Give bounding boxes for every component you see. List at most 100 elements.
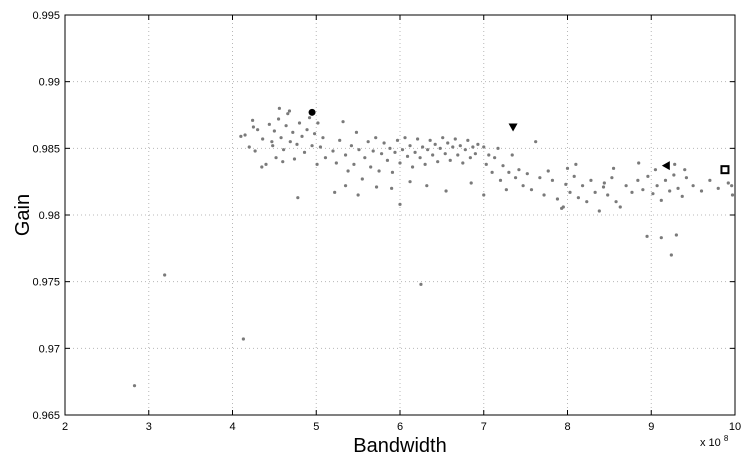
data-point bbox=[305, 128, 309, 132]
data-point bbox=[471, 145, 475, 149]
y-tick-label: 0.975 bbox=[32, 277, 60, 289]
data-point bbox=[295, 142, 299, 146]
data-point bbox=[349, 144, 354, 148]
marker-square bbox=[720, 165, 730, 175]
x-axis-label: Bandwidth bbox=[353, 435, 446, 457]
data-point bbox=[646, 174, 650, 178]
x-tick-label: 8 bbox=[564, 421, 570, 433]
data-point bbox=[585, 200, 589, 204]
data-point bbox=[316, 121, 320, 125]
data-point bbox=[490, 170, 494, 174]
data-point bbox=[659, 236, 663, 240]
data-point bbox=[501, 164, 505, 168]
data-points bbox=[132, 106, 735, 388]
data-point bbox=[408, 144, 412, 148]
data-point bbox=[529, 188, 534, 192]
data-point bbox=[307, 116, 312, 120]
data-point bbox=[513, 176, 518, 180]
data-point bbox=[708, 178, 712, 182]
data-point bbox=[343, 153, 348, 157]
data-point bbox=[251, 118, 255, 122]
data-point bbox=[441, 136, 445, 140]
data-point bbox=[291, 130, 295, 134]
data-point bbox=[672, 173, 676, 177]
data-point bbox=[281, 160, 285, 164]
data-point bbox=[374, 136, 378, 140]
data-point bbox=[542, 193, 546, 197]
data-point bbox=[496, 146, 500, 150]
data-point bbox=[284, 124, 288, 128]
data-point bbox=[574, 162, 578, 166]
data-point bbox=[310, 144, 314, 148]
data-point bbox=[684, 176, 689, 180]
data-point bbox=[287, 109, 292, 113]
data-point bbox=[393, 150, 397, 154]
x-axis-exponent: x 10 8 bbox=[700, 434, 729, 449]
data-point bbox=[385, 158, 390, 162]
data-point bbox=[659, 198, 663, 202]
data-point bbox=[653, 168, 658, 172]
data-point bbox=[691, 184, 695, 188]
data-point bbox=[426, 148, 430, 152]
data-point bbox=[669, 253, 673, 257]
x-tick-label: 2 bbox=[62, 421, 68, 433]
data-point bbox=[279, 136, 283, 140]
data-point bbox=[352, 162, 356, 166]
data-point bbox=[415, 137, 420, 141]
data-point bbox=[354, 130, 359, 134]
data-point bbox=[438, 146, 442, 150]
data-point bbox=[428, 138, 432, 142]
data-point bbox=[468, 156, 472, 160]
data-point bbox=[163, 273, 167, 277]
data-point bbox=[379, 152, 384, 156]
data-point bbox=[655, 184, 659, 188]
data-point bbox=[318, 145, 323, 149]
data-point bbox=[572, 174, 576, 178]
data-point bbox=[456, 153, 460, 157]
data-point bbox=[614, 200, 618, 204]
data-point bbox=[408, 180, 412, 184]
data-point bbox=[431, 153, 435, 157]
data-point bbox=[636, 178, 640, 182]
data-point bbox=[716, 186, 720, 190]
data-point bbox=[241, 337, 245, 341]
marker-triangle-left bbox=[661, 161, 670, 171]
data-point bbox=[425, 184, 429, 188]
data-point bbox=[247, 145, 251, 149]
data-point bbox=[507, 170, 511, 174]
data-point bbox=[602, 181, 606, 185]
data-point bbox=[315, 162, 319, 166]
y-tick-label: 0.99 bbox=[39, 77, 60, 89]
data-point bbox=[487, 153, 491, 157]
data-point bbox=[448, 158, 452, 162]
data-point bbox=[377, 169, 381, 173]
data-point bbox=[418, 156, 422, 160]
data-point bbox=[436, 160, 440, 164]
data-point bbox=[270, 140, 274, 144]
data-point bbox=[366, 140, 370, 144]
data-point bbox=[463, 148, 467, 152]
data-point bbox=[271, 144, 275, 148]
data-point bbox=[593, 190, 597, 194]
data-point bbox=[333, 190, 337, 194]
x-tick-label: 5 bbox=[313, 421, 319, 433]
data-point bbox=[388, 146, 392, 150]
data-point bbox=[453, 137, 457, 141]
data-point bbox=[674, 233, 678, 237]
data-point bbox=[338, 138, 342, 142]
data-point bbox=[576, 196, 580, 200]
y-tick-label: 0.965 bbox=[32, 410, 60, 422]
data-point bbox=[668, 189, 672, 193]
data-point bbox=[561, 205, 565, 209]
data-point bbox=[253, 149, 257, 153]
data-point bbox=[323, 156, 328, 160]
x-tick-label: 7 bbox=[481, 421, 487, 433]
data-point bbox=[504, 188, 508, 192]
data-point bbox=[292, 157, 297, 161]
axis-ticks: 2 3 4 5 6 7 8 9 10 0.965 0.97 0.975 0.98 0.985 0.99 0.9… bbox=[32, 10, 741, 433]
data-point bbox=[360, 177, 364, 181]
data-point bbox=[398, 161, 402, 165]
data-point bbox=[405, 154, 410, 158]
data-point bbox=[538, 176, 542, 180]
data-point bbox=[421, 145, 425, 149]
